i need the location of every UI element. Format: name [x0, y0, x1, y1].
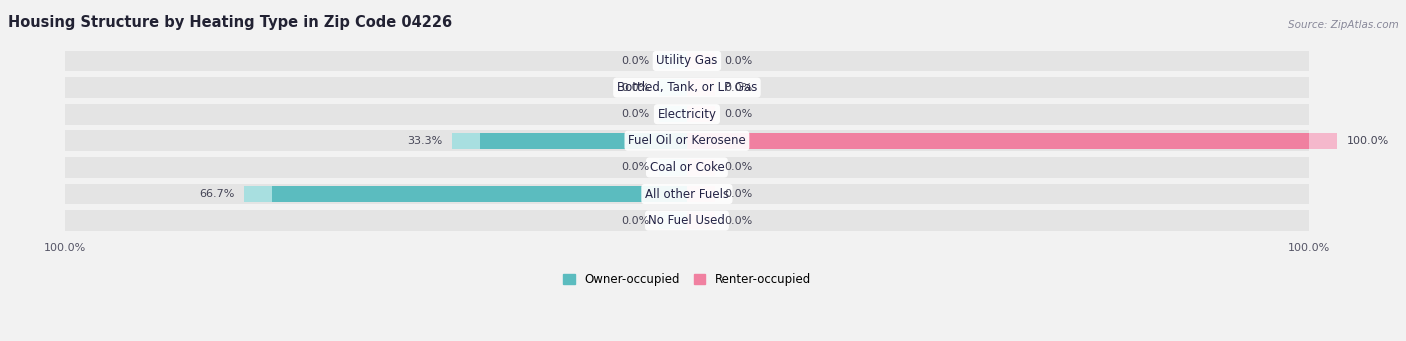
Text: 0.0%: 0.0%	[724, 109, 752, 119]
Text: 0.0%: 0.0%	[724, 83, 752, 92]
Text: Bottled, Tank, or LP Gas: Bottled, Tank, or LP Gas	[617, 81, 756, 94]
Bar	[659, 106, 688, 122]
Bar	[245, 186, 271, 202]
Bar	[659, 212, 688, 229]
Bar	[65, 157, 1309, 178]
Bar	[271, 186, 688, 202]
Bar	[688, 106, 714, 122]
Text: 0.0%: 0.0%	[724, 56, 752, 66]
Text: Housing Structure by Heating Type in Zip Code 04226: Housing Structure by Heating Type in Zip…	[8, 15, 453, 30]
Text: 100.0%: 100.0%	[1347, 136, 1389, 146]
Bar	[659, 79, 688, 96]
Text: 0.0%: 0.0%	[621, 162, 650, 173]
Bar	[65, 50, 1309, 71]
Text: 0.0%: 0.0%	[621, 56, 650, 66]
Bar	[688, 79, 714, 96]
Text: 66.7%: 66.7%	[200, 189, 235, 199]
Bar	[65, 184, 1309, 204]
Text: Source: ZipAtlas.com: Source: ZipAtlas.com	[1288, 20, 1399, 30]
Bar	[659, 53, 688, 69]
Text: 0.0%: 0.0%	[621, 216, 650, 226]
Bar	[688, 53, 714, 69]
Bar	[688, 186, 714, 202]
Bar	[65, 77, 1309, 98]
Bar	[1309, 133, 1337, 149]
Text: Utility Gas: Utility Gas	[657, 55, 717, 68]
Bar	[688, 212, 714, 229]
Bar	[688, 133, 1309, 149]
Bar	[659, 159, 688, 176]
Text: 0.0%: 0.0%	[724, 216, 752, 226]
Bar	[65, 104, 1309, 124]
Legend: Owner-occupied, Renter-occupied: Owner-occupied, Renter-occupied	[562, 273, 811, 286]
Bar	[688, 159, 714, 176]
Text: 0.0%: 0.0%	[621, 109, 650, 119]
Text: Electricity: Electricity	[658, 108, 717, 121]
Text: No Fuel Used: No Fuel Used	[648, 214, 725, 227]
Bar	[65, 210, 1309, 231]
Text: 0.0%: 0.0%	[621, 83, 650, 92]
Text: All other Fuels: All other Fuels	[645, 188, 728, 201]
Text: 0.0%: 0.0%	[724, 162, 752, 173]
Bar	[479, 133, 688, 149]
Text: Coal or Coke: Coal or Coke	[650, 161, 724, 174]
Text: 33.3%: 33.3%	[408, 136, 443, 146]
Text: Fuel Oil or Kerosene: Fuel Oil or Kerosene	[628, 134, 745, 147]
Bar	[65, 130, 1309, 151]
Text: 0.0%: 0.0%	[724, 189, 752, 199]
Bar	[451, 133, 479, 149]
